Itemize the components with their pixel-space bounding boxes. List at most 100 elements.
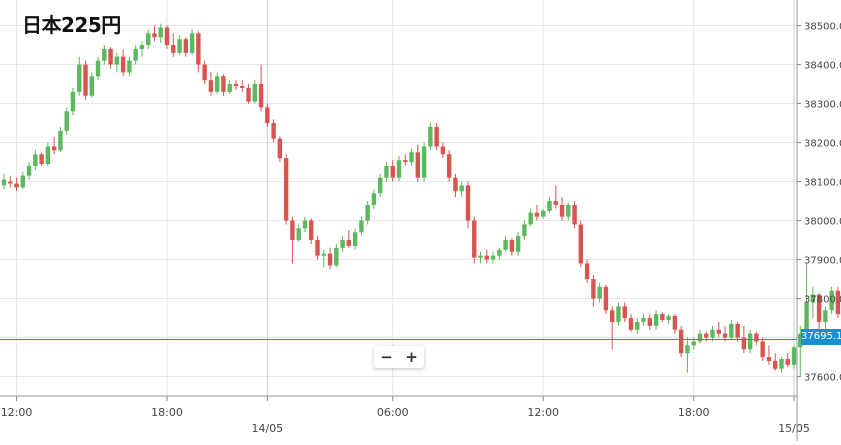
candle-body (158, 27, 163, 38)
candle (321, 249, 326, 268)
candle-body (302, 220, 308, 229)
candle (773, 353, 778, 371)
candle-body (271, 123, 276, 139)
candle-body (51, 146, 57, 151)
candle-body (64, 111, 69, 131)
candle (810, 286, 816, 319)
candle (14, 177, 19, 192)
candle (798, 325, 803, 377)
candle (472, 216, 477, 264)
candle-body (635, 321, 640, 330)
candle (102, 45, 107, 65)
candle (603, 284, 609, 315)
candle (428, 123, 433, 151)
candle (729, 320, 734, 340)
candle-body (465, 185, 471, 221)
candle-body (265, 107, 270, 124)
candle (747, 329, 753, 354)
candle-body (296, 228, 301, 241)
candle (296, 224, 301, 242)
candle-body (45, 146, 51, 164)
candle (258, 64, 264, 112)
candle (628, 314, 634, 332)
candle-body (779, 359, 784, 369)
x-tick-label: 12:00 (1, 406, 33, 419)
candle (290, 216, 295, 264)
candle-body (691, 341, 696, 346)
candle-body (453, 177, 458, 192)
candle (152, 25, 157, 42)
candle (327, 247, 333, 270)
candle-body (1, 179, 7, 186)
candle-body (597, 286, 602, 299)
candle-body (660, 314, 665, 320)
candle-body (315, 240, 320, 256)
candle (722, 325, 728, 342)
candle-body (478, 255, 483, 258)
candle-body (14, 183, 19, 188)
candle-body (760, 341, 765, 358)
candle (453, 173, 458, 198)
x-tick-label: 06:00 (377, 406, 409, 419)
candle (246, 84, 251, 104)
chart-title: 日本225円 (22, 13, 121, 37)
candle (484, 249, 489, 264)
candle-body (566, 204, 571, 217)
candle-body (384, 165, 389, 178)
candle-body (133, 48, 138, 61)
candle-body (8, 181, 13, 184)
candle (478, 251, 483, 264)
candle (70, 87, 76, 116)
zoom-out-button[interactable]: − (380, 348, 393, 366)
candle (409, 148, 414, 166)
candle (302, 216, 308, 233)
candle-body (440, 146, 446, 155)
candle (346, 230, 352, 248)
y-tick-label: 38300.0 (804, 100, 841, 111)
candle-body (603, 286, 609, 311)
candle-body (641, 318, 646, 322)
candle-body (409, 152, 414, 163)
candle (490, 251, 496, 264)
candles (1, 23, 841, 377)
candle (189, 29, 195, 55)
candle (108, 47, 113, 69)
candle (8, 175, 13, 188)
candle-body (685, 345, 690, 354)
candle (214, 72, 220, 94)
candle (647, 314, 653, 330)
candle (572, 201, 577, 229)
candle (710, 325, 715, 342)
candle-body (152, 33, 157, 38)
candle (616, 302, 621, 326)
candle-body (773, 360, 778, 369)
zoom-in-button[interactable]: + (405, 348, 418, 366)
candle-body (446, 154, 452, 178)
candle-body (283, 158, 289, 221)
y-tick-label: 38100.0 (804, 178, 841, 189)
candle (678, 325, 684, 358)
candle (33, 150, 38, 170)
y-tick-label: 37900.0 (804, 256, 841, 267)
candle-body (227, 84, 232, 92)
candle-body (497, 249, 502, 256)
candle (716, 321, 721, 338)
candle (51, 136, 57, 155)
candle (597, 282, 602, 303)
y-tick-label: 38500.0 (804, 22, 841, 33)
candle (754, 331, 759, 346)
candle (578, 220, 584, 268)
candle-body (246, 87, 251, 102)
candle-body (666, 316, 671, 320)
candle (277, 136, 283, 163)
candle-body (39, 154, 44, 164)
candle-body (534, 212, 540, 217)
candle-body (622, 306, 627, 319)
candle-body (196, 33, 201, 65)
candle-body (171, 45, 176, 53)
candle-body (177, 39, 182, 53)
candle-body (459, 185, 464, 192)
candle-body (202, 64, 207, 81)
